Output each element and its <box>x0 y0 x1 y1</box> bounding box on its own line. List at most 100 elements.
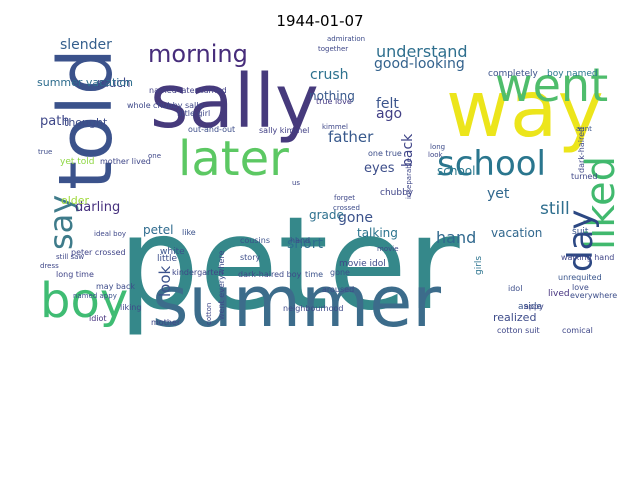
chart-title: 1944-01-07 <box>276 12 364 30</box>
cloud-word: movie <box>377 245 399 253</box>
cloud-word: way <box>446 65 604 155</box>
cloud-word: dark-haired <box>577 127 586 173</box>
cloud-word: look <box>156 265 174 297</box>
cloud-word: later <box>178 131 289 187</box>
cloud-word: neighbourhood <box>283 304 344 313</box>
cloud-word: much <box>97 76 131 90</box>
cloud-word: thought <box>64 116 108 129</box>
cloud-word: aroused <box>322 285 354 294</box>
cloud-word: summer vacation <box>37 76 133 89</box>
cloud-word: appy <box>524 302 544 311</box>
cloud-word: kimmel <box>322 123 348 131</box>
cloud-word: cotton <box>205 303 213 325</box>
cloud-word: school <box>437 144 546 184</box>
cloud-word: back <box>400 133 416 167</box>
cloud-word: long time <box>56 270 94 279</box>
cloud-word: turned <box>571 172 597 181</box>
cloud-word: time <box>305 270 323 279</box>
cloud-word: true <box>38 148 52 156</box>
cloud-word: aunt <box>576 125 592 133</box>
cloud-word: sally <box>150 59 319 145</box>
cloud-word: named later turned <box>149 86 227 95</box>
cloud-word: love <box>572 283 589 292</box>
cloud-word: slender <box>60 37 112 53</box>
cloud-word: nothing <box>309 89 355 103</box>
cloud-word: liked <box>578 156 624 250</box>
cloud-word: crossed <box>333 204 360 212</box>
cloud-word: ideal boy <box>94 230 126 238</box>
cloud-word: chubby <box>380 188 414 198</box>
cloud-word: cousins <box>240 236 270 245</box>
cloud-word: may back <box>96 282 135 291</box>
cloud-word: mother <box>151 318 181 327</box>
cloud-word: peter crossed <box>71 248 126 257</box>
cloud-word: yet told <box>60 157 95 167</box>
cloud-word: little girl <box>177 109 210 118</box>
cloud-word: hand <box>290 236 310 245</box>
cloud-word: summer <box>152 261 441 343</box>
cloud-word: gone <box>338 210 373 226</box>
cloud-word: true love <box>316 97 352 106</box>
cloud-word: long <box>430 143 445 151</box>
cloud-background <box>37 37 620 333</box>
cloud-word: eyes <box>364 161 395 176</box>
cloud-word: suit <box>572 227 589 237</box>
cloud-word: school <box>437 164 475 178</box>
cloud-word: boy named <box>547 69 598 79</box>
cloud-word: chubby sally <box>153 101 203 110</box>
cloud-word: completely <box>488 69 539 79</box>
cloud-word: walking hand <box>561 253 614 262</box>
cloud-word: liking <box>120 303 141 312</box>
cloud-word: path <box>40 114 70 129</box>
cloud-word: gone <box>330 268 350 277</box>
cloud-word: understand <box>376 42 468 61</box>
cloud-word: idol <box>508 284 522 293</box>
cloud-word: peter <box>118 190 460 339</box>
cloud-word: comical <box>562 326 593 335</box>
cloud-word: one true <box>368 149 402 158</box>
cloud-word: named appy <box>73 292 117 300</box>
cloud-word: us <box>292 179 300 187</box>
cloud-word: vacation <box>491 226 542 240</box>
cloud-word: inseparable <box>405 158 413 199</box>
cloud-word: kindergarten <box>172 268 223 277</box>
cloud-word: movie idol <box>339 259 386 269</box>
cloud-word: ago <box>376 106 402 122</box>
cloud-word: cotton suit <box>497 326 540 335</box>
cloud-word: talking <box>357 226 398 240</box>
cloud-word: realized <box>493 311 536 324</box>
cloud-word: hand <box>436 228 476 247</box>
cloud-word: morning <box>148 40 248 68</box>
cloud-word: lived <box>548 289 570 299</box>
cloud-word: everywhere <box>570 291 617 300</box>
cloud-word: like <box>182 228 196 237</box>
cloud-word: good-looking <box>374 56 465 72</box>
cloud-word: day <box>561 209 601 272</box>
cloud-word: grade <box>309 208 344 222</box>
cloud-word: boy <box>40 273 128 329</box>
cloud-word: yet <box>487 186 510 202</box>
cloud-word: went <box>495 58 608 112</box>
cloud-word: darling <box>75 200 120 215</box>
cloud-word: aside <box>518 302 542 312</box>
cloud-word: dress <box>40 262 59 270</box>
cloud-word: together <box>318 45 348 53</box>
cloud-word: sally kimmel <box>259 126 309 135</box>
cloud-word: father <box>328 128 374 146</box>
cloud-word: one <box>148 152 161 160</box>
cloud-word: white <box>160 247 185 257</box>
cloud-word: look <box>428 151 444 159</box>
cloud-word: still saw <box>56 253 84 261</box>
cloud-word: say <box>42 195 80 250</box>
cloud-word: dark-haired boy <box>238 270 302 279</box>
cloud-word: idiot <box>89 314 107 323</box>
cloud-word: unrequited <box>558 273 602 282</box>
cloud-word: mother lived <box>100 157 151 166</box>
cloud-word: felt <box>376 96 399 112</box>
cloud-word: older <box>61 194 90 207</box>
cloud-word: whole <box>127 101 151 110</box>
cloud-word: little <box>157 254 178 264</box>
cloud-word: admiration <box>327 35 365 43</box>
cloud-word: story <box>240 253 260 262</box>
